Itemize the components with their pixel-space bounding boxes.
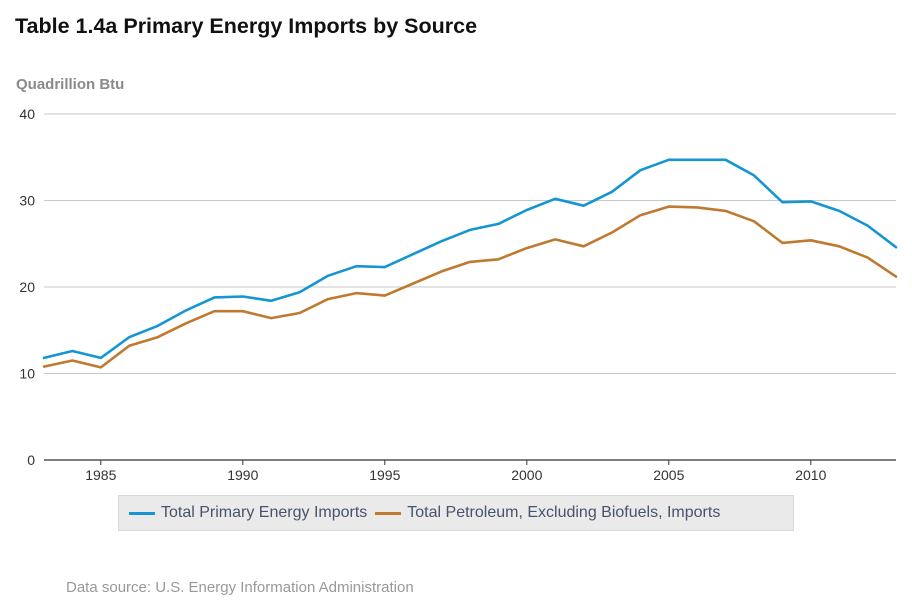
x-tick-label: 2000 xyxy=(511,467,542,483)
x-tick-label: 1985 xyxy=(85,467,116,483)
y-axis-unit-label: Quadrillion Btu xyxy=(16,76,125,93)
x-tick-label: 2005 xyxy=(653,467,684,483)
series-line-1[interactable] xyxy=(42,205,898,369)
x-tick-label: 1995 xyxy=(369,467,400,483)
y-tick-label: 20 xyxy=(19,279,35,295)
y-tick-label: 10 xyxy=(19,366,35,382)
y-tick-label: 0 xyxy=(27,452,35,468)
legend: Total Primary Energy Imports Total Petro… xyxy=(118,495,794,531)
data-source-note: Data source: U.S. Energy Information Adm… xyxy=(66,579,414,596)
legend-swatch xyxy=(129,511,155,515)
y-tick-label: 30 xyxy=(19,193,35,209)
x-tick-label: 1990 xyxy=(227,467,258,483)
legend-item-total-primary[interactable]: Total Primary Energy Imports xyxy=(129,504,367,522)
legend-swatch xyxy=(375,511,402,515)
series-lines xyxy=(42,158,898,369)
x-tick-label: 2010 xyxy=(795,467,826,483)
chart-title: Table 1.4a Primary Energy Imports by Sou… xyxy=(15,14,478,38)
legend-item-total-petroleum[interactable]: Total Petroleum, Excluding Biofuels, Imp… xyxy=(375,504,720,522)
legend-label: Total Petroleum, Excluding Biofuels, Imp… xyxy=(407,504,721,521)
grid-lines xyxy=(44,113,896,461)
legend-label: Total Primary Energy Imports xyxy=(161,504,368,521)
series-line-0[interactable] xyxy=(42,158,898,360)
x-axis-ticks: 1985 1990 1995 2000 2005 2010 xyxy=(85,460,827,483)
y-tick-label: 40 xyxy=(19,106,35,122)
y-axis-ticks: 0 10 20 30 40 xyxy=(19,106,35,468)
